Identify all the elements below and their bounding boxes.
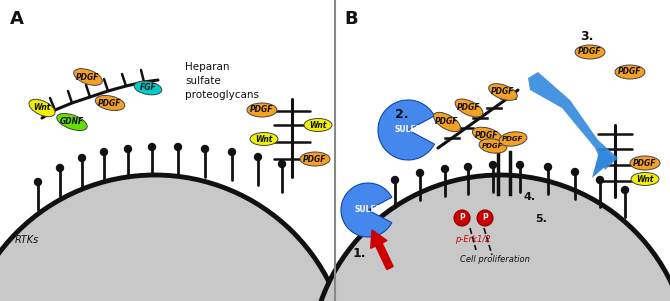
- Text: PDGF: PDGF: [491, 88, 515, 97]
- Text: Wnt: Wnt: [636, 175, 654, 184]
- Circle shape: [255, 154, 261, 160]
- Text: P: P: [459, 213, 465, 222]
- Text: PDGF: PDGF: [633, 159, 657, 167]
- Text: Wnt: Wnt: [34, 104, 51, 113]
- Text: Heparan
sulfate
proteoglycans: Heparan sulfate proteoglycans: [185, 62, 259, 100]
- Circle shape: [545, 163, 551, 170]
- Ellipse shape: [615, 65, 645, 79]
- Text: Cell proliferation: Cell proliferation: [460, 255, 530, 264]
- Circle shape: [0, 175, 350, 301]
- Polygon shape: [528, 72, 618, 170]
- Text: Wnt: Wnt: [255, 135, 273, 144]
- Ellipse shape: [247, 103, 277, 117]
- Circle shape: [149, 144, 155, 150]
- Circle shape: [202, 145, 208, 153]
- Text: PDGF: PDGF: [502, 136, 524, 142]
- Text: PDGF: PDGF: [457, 104, 481, 113]
- Ellipse shape: [631, 172, 659, 185]
- Circle shape: [442, 166, 448, 172]
- Text: 4.: 4.: [524, 192, 536, 202]
- Text: FGF: FGF: [139, 83, 156, 92]
- Circle shape: [391, 176, 399, 184]
- Ellipse shape: [304, 119, 332, 132]
- Ellipse shape: [472, 127, 502, 143]
- Text: PDGF: PDGF: [76, 73, 100, 82]
- Text: 5.: 5.: [535, 214, 547, 224]
- Circle shape: [464, 163, 472, 170]
- Circle shape: [100, 148, 107, 156]
- Text: SULF2: SULF2: [395, 126, 421, 135]
- Circle shape: [366, 188, 373, 194]
- Text: B: B: [344, 10, 358, 28]
- Text: PDGF: PDGF: [304, 154, 327, 163]
- Text: P: P: [482, 213, 488, 222]
- Polygon shape: [592, 148, 615, 178]
- Ellipse shape: [300, 152, 330, 166]
- Ellipse shape: [488, 84, 517, 100]
- Circle shape: [78, 154, 86, 162]
- Ellipse shape: [499, 132, 527, 146]
- Ellipse shape: [455, 99, 483, 117]
- Circle shape: [417, 169, 423, 176]
- Circle shape: [310, 175, 670, 301]
- Ellipse shape: [433, 112, 460, 132]
- Ellipse shape: [250, 132, 278, 145]
- Ellipse shape: [29, 99, 55, 117]
- Circle shape: [622, 187, 628, 194]
- Ellipse shape: [95, 95, 125, 110]
- Text: p-Erk1/2: p-Erk1/2: [455, 235, 490, 244]
- Circle shape: [174, 144, 182, 150]
- Circle shape: [34, 178, 42, 185]
- Text: 3.: 3.: [580, 30, 594, 43]
- Text: SULF2: SULF2: [354, 206, 381, 215]
- Wedge shape: [378, 100, 434, 160]
- Text: GDNF: GDNF: [60, 117, 84, 126]
- Text: PDGF: PDGF: [436, 117, 459, 126]
- Circle shape: [596, 176, 604, 184]
- Ellipse shape: [57, 113, 87, 131]
- Circle shape: [572, 169, 578, 175]
- Text: Wnt: Wnt: [310, 120, 327, 129]
- Text: 2.: 2.: [395, 108, 409, 121]
- Circle shape: [517, 162, 523, 169]
- Text: RTKs: RTKs: [15, 235, 40, 245]
- Ellipse shape: [630, 156, 660, 170]
- Circle shape: [228, 148, 235, 156]
- Circle shape: [279, 160, 285, 167]
- Circle shape: [125, 145, 131, 153]
- Text: PDGF: PDGF: [482, 143, 504, 149]
- Text: 1.: 1.: [353, 247, 366, 260]
- Circle shape: [477, 210, 493, 226]
- Circle shape: [454, 210, 470, 226]
- Ellipse shape: [74, 69, 103, 85]
- Circle shape: [56, 165, 64, 172]
- FancyArrow shape: [371, 230, 393, 269]
- Ellipse shape: [479, 139, 507, 153]
- Circle shape: [490, 162, 496, 169]
- Ellipse shape: [134, 81, 162, 95]
- Text: PDGF: PDGF: [251, 105, 274, 114]
- Text: PDGF: PDGF: [578, 48, 602, 57]
- Text: PDGF: PDGF: [98, 98, 122, 107]
- Text: A: A: [10, 10, 24, 28]
- Ellipse shape: [575, 45, 605, 59]
- Wedge shape: [341, 183, 392, 237]
- Text: PDGF: PDGF: [618, 67, 642, 76]
- Text: PDGF: PDGF: [475, 131, 498, 139]
